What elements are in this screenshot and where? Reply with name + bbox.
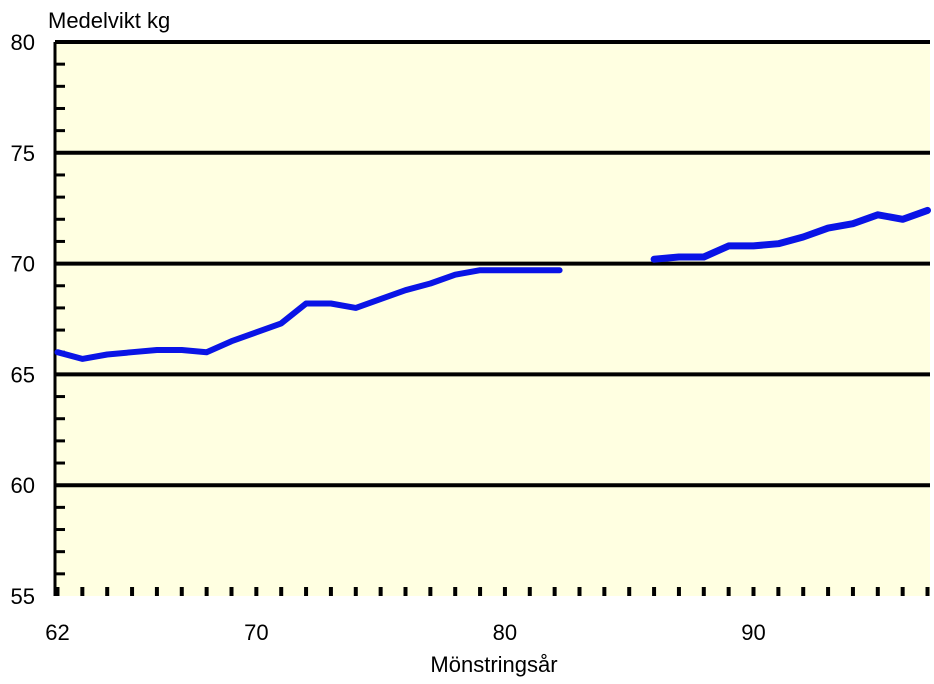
series-line-1 — [54, 267, 563, 362]
y-tick-label-55: 55 — [11, 584, 35, 609]
plot-area — [55, 42, 930, 596]
y-tick-label-65: 65 — [11, 362, 35, 387]
y-tick-label-75: 75 — [11, 141, 35, 166]
x-tick-label-80: 80 — [493, 620, 517, 645]
x-tick-labels: 62 70 80 90 — [45, 620, 766, 645]
y-axis-label: Medelvikt kg — [48, 8, 170, 33]
y-tick-label-80: 80 — [11, 30, 35, 55]
y-tick-label-60: 60 — [11, 473, 35, 498]
x-tick-label-62: 62 — [45, 620, 69, 645]
y-tick-label-70: 70 — [11, 252, 35, 277]
x-tick-label-70: 70 — [244, 620, 268, 645]
x-axis-label: Mönstringsår — [430, 652, 557, 677]
series-lines — [54, 206, 931, 362]
x-tick-label-90: 90 — [741, 620, 765, 645]
minor-ticks — [55, 62, 930, 596]
series-line-2 — [650, 206, 931, 263]
grid-lines — [53, 40, 930, 596]
y-tick-labels: 55 60 65 70 75 80 — [11, 30, 35, 609]
